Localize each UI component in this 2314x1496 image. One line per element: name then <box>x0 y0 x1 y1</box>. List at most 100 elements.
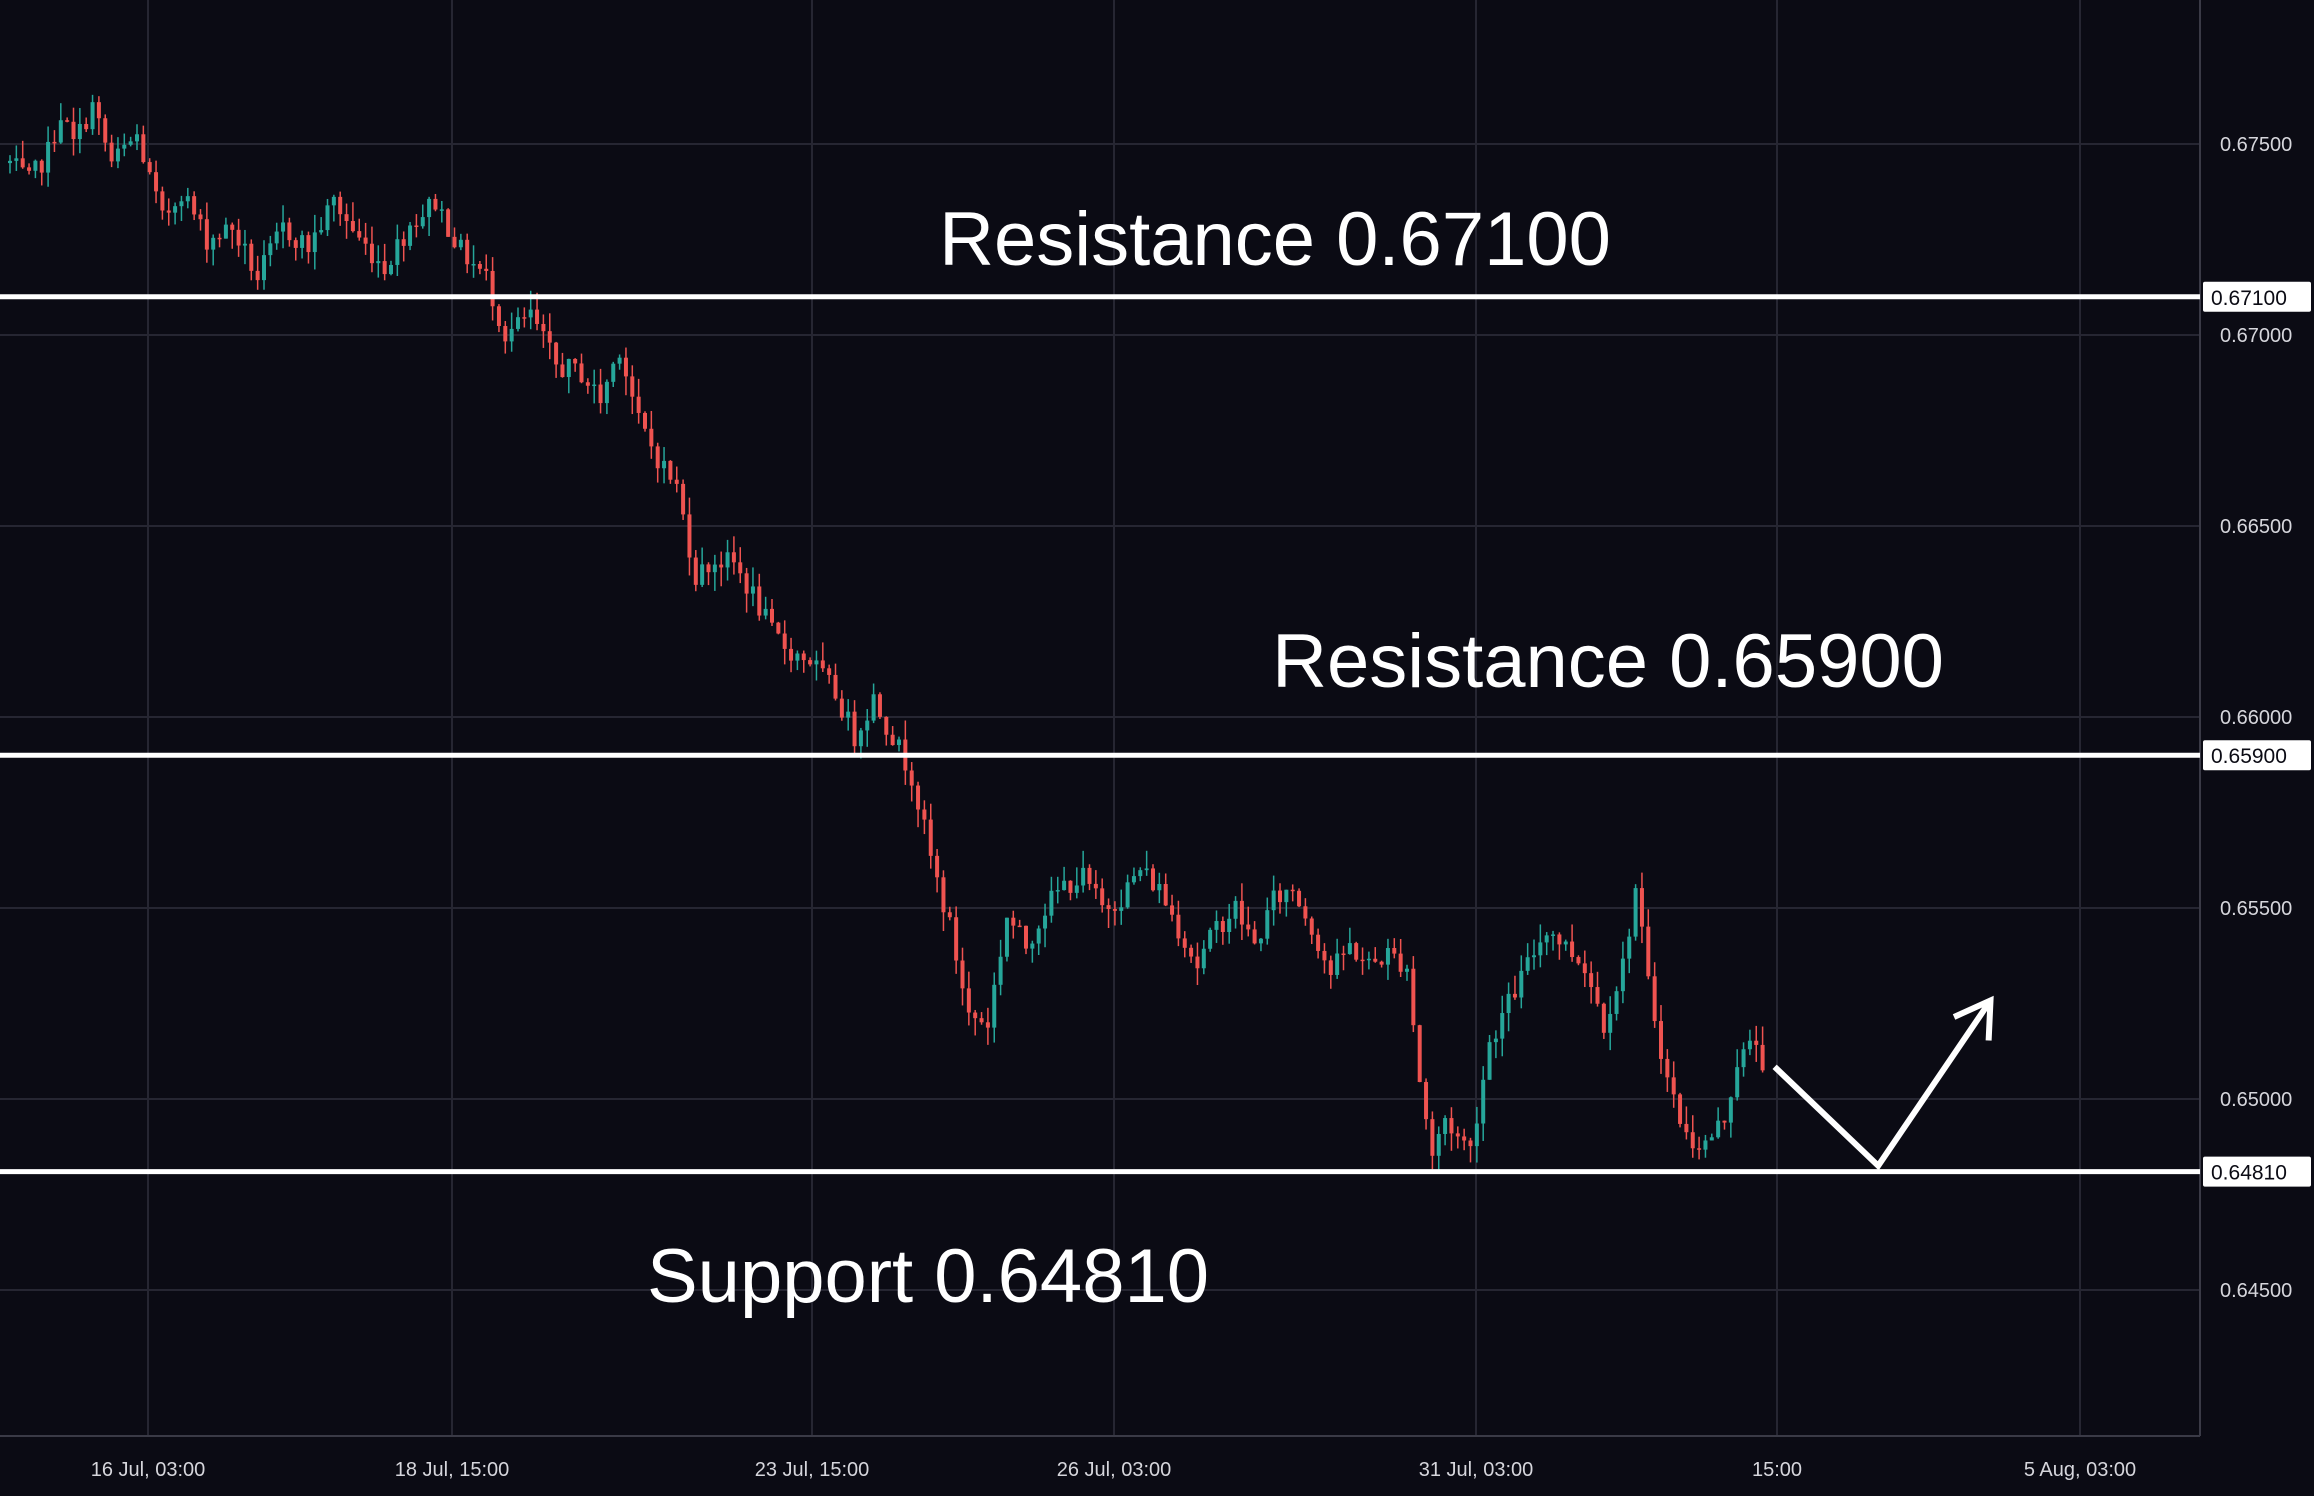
candle <box>554 341 559 378</box>
candle-body <box>1512 993 1517 998</box>
candle <box>1551 930 1556 951</box>
candle-body <box>1462 1136 1467 1141</box>
candle <box>369 226 374 273</box>
candle <box>1246 906 1251 937</box>
candle <box>230 222 235 249</box>
candle <box>20 140 25 169</box>
candle <box>1201 940 1206 975</box>
candle <box>814 650 819 681</box>
candle-body <box>573 358 578 364</box>
candle <box>649 410 654 459</box>
candle <box>382 243 387 281</box>
candle <box>1258 938 1263 952</box>
candle-body <box>14 158 19 161</box>
candle <box>712 554 717 591</box>
candle <box>1716 1107 1721 1139</box>
candle-body <box>1570 941 1575 958</box>
candle <box>1430 1111 1435 1170</box>
candle <box>96 96 101 135</box>
candle <box>376 245 381 278</box>
candle-body <box>916 785 921 810</box>
candle-body <box>154 172 159 192</box>
candle <box>1760 1026 1765 1073</box>
candle-body <box>1474 1123 1479 1147</box>
candle-body <box>1620 958 1625 992</box>
candle-body <box>966 988 971 1013</box>
candle-body <box>1379 961 1384 965</box>
candle <box>1366 951 1371 970</box>
candle <box>46 126 51 187</box>
candle <box>706 562 711 586</box>
candle-body <box>858 730 863 747</box>
candle <box>211 234 216 266</box>
candle <box>166 198 171 226</box>
candle-body <box>516 317 520 329</box>
candle-body <box>141 134 146 163</box>
candle-body <box>1195 956 1200 969</box>
candle <box>1506 982 1511 1032</box>
candle-body <box>52 141 57 144</box>
candle <box>1614 986 1619 1021</box>
candle-body <box>452 236 457 248</box>
candle-body <box>1563 941 1568 945</box>
price-axis[interactable]: 0.67500 0.67000 0.66500 0.66000 0.65500 0.650… <box>2203 134 2311 1302</box>
candle-body <box>1189 947 1194 957</box>
candle <box>1417 1024 1422 1083</box>
y-tick-label: 0.66500 <box>2220 516 2292 538</box>
candle <box>1208 927 1213 952</box>
candle <box>1398 938 1403 977</box>
candle-body <box>1055 890 1060 892</box>
candle <box>274 222 279 250</box>
candle-body <box>1360 959 1365 962</box>
candle-body <box>554 342 559 365</box>
candle-body <box>1316 934 1321 951</box>
candle <box>757 573 762 621</box>
time-axis[interactable]: 16 Jul, 03:00 18 Jul, 15:00 23 Jul, 15:00 2… <box>91 1459 2136 1481</box>
candle-body <box>166 210 171 213</box>
candle-body <box>871 694 876 721</box>
candle-body <box>1576 957 1581 964</box>
candle-body <box>890 734 895 746</box>
candle <box>827 664 832 684</box>
candle <box>668 460 673 484</box>
candle-body <box>1519 970 1524 998</box>
candle <box>1455 1126 1460 1149</box>
candle <box>1544 932 1549 956</box>
candle-body <box>1589 973 1594 988</box>
candle-body <box>1582 963 1587 974</box>
candle-body <box>433 198 438 210</box>
candle-body <box>1125 882 1130 908</box>
candle-body <box>1754 1040 1759 1045</box>
candle-body <box>1557 934 1562 945</box>
candle-body <box>630 376 635 397</box>
candle <box>662 447 667 484</box>
candle <box>516 307 520 332</box>
candle-body <box>39 160 44 173</box>
candle-body <box>1144 868 1149 871</box>
candle-body <box>1614 991 1619 1014</box>
candle-body <box>236 229 241 246</box>
candle-body <box>1506 993 1511 1014</box>
candle-body <box>998 956 1003 985</box>
candle <box>1735 1049 1740 1101</box>
candle <box>1671 1061 1676 1108</box>
candle <box>1690 1115 1695 1158</box>
candle <box>998 939 1003 996</box>
candle-body <box>706 564 711 573</box>
candle-body <box>128 141 133 145</box>
candle <box>1532 939 1536 970</box>
candle <box>173 202 178 225</box>
candle <box>636 378 641 424</box>
candle-body <box>1424 1082 1429 1120</box>
candle <box>401 231 406 262</box>
x-tick-label: 26 Jul, 03:00 <box>1057 1459 1172 1481</box>
candle <box>1620 941 1625 1004</box>
candle <box>1195 942 1200 986</box>
candle-body <box>700 564 705 585</box>
candle-body <box>1741 1049 1746 1068</box>
resistance-price-tag <box>2203 281 2311 312</box>
candle-body <box>312 232 317 253</box>
candle-body <box>389 264 393 275</box>
candle-body <box>681 483 686 515</box>
candle-body <box>1601 1003 1606 1033</box>
